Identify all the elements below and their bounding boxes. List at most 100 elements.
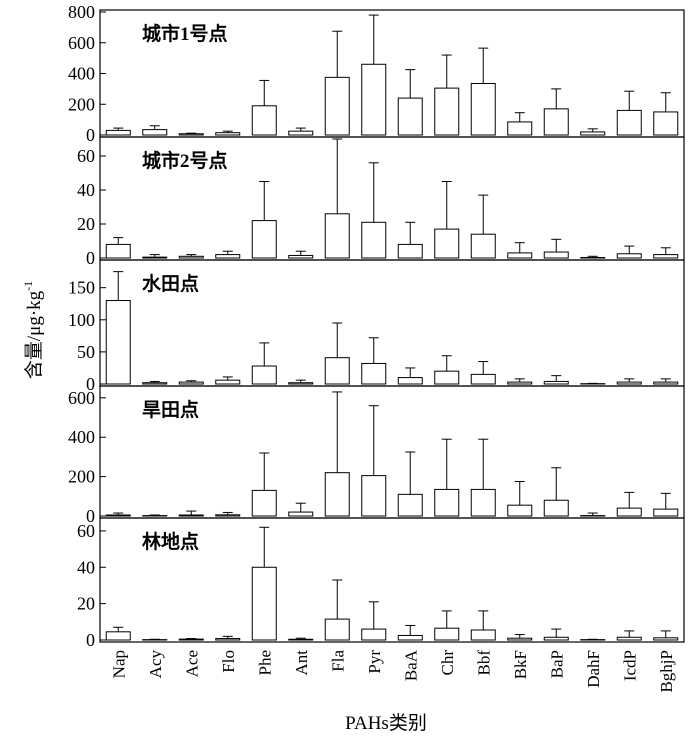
bar-Pyr bbox=[361, 221, 387, 259]
bar-BaA bbox=[397, 634, 423, 641]
bar-Nap bbox=[105, 514, 131, 517]
bar-Pyr bbox=[361, 362, 387, 385]
bar-Ace bbox=[178, 638, 204, 641]
x-tick-label: Chr bbox=[438, 650, 457, 676]
y-axis-label-main: 含量/μg·kg bbox=[23, 290, 45, 379]
x-tick-label: Acy bbox=[146, 650, 165, 679]
y-tick-label: 60 bbox=[77, 146, 95, 166]
bar-Nap bbox=[105, 129, 131, 136]
bar-BaA bbox=[397, 377, 423, 385]
panel-title: 林地点 bbox=[142, 530, 199, 553]
bar-BaP bbox=[543, 636, 569, 641]
bar-BaA bbox=[397, 243, 423, 259]
y-tick-label: 0 bbox=[86, 630, 95, 650]
panel-frame bbox=[99, 517, 685, 643]
x-tick-label: Phe bbox=[255, 650, 274, 676]
bar-DahF bbox=[580, 131, 606, 136]
bar-Phe bbox=[251, 365, 277, 385]
x-tick-label: BghjP bbox=[657, 650, 676, 693]
y-tick-label: 150 bbox=[68, 278, 95, 298]
bar-Fla bbox=[324, 76, 350, 136]
y-tick-label: 400 bbox=[68, 64, 95, 84]
bar-Pyr bbox=[361, 475, 387, 517]
bar-Ace bbox=[178, 381, 204, 385]
x-tick-labels: Nap Acy Ace Flo Phe Ant Fla Pyr BaA Chr Bbf BkF BaP D… bbox=[109, 649, 676, 692]
panel-title: 水田点 bbox=[142, 273, 199, 295]
y-tick-label: 600 bbox=[68, 33, 95, 53]
bar-Flo bbox=[215, 132, 241, 136]
bar-Ace bbox=[178, 514, 204, 517]
y-tick-label: 200 bbox=[68, 467, 95, 487]
y-tick-label: 60 bbox=[77, 521, 95, 541]
bar-Phe bbox=[251, 566, 277, 641]
bar-Chr bbox=[434, 488, 460, 517]
bar-IcdP bbox=[616, 636, 642, 641]
bar-BghjP bbox=[653, 111, 679, 136]
bar-Fla bbox=[324, 357, 350, 385]
y-tick-label: 0 bbox=[86, 248, 95, 268]
y-tick-label: 600 bbox=[68, 388, 95, 408]
bar-BghjP bbox=[653, 381, 679, 385]
bar-IcdP bbox=[616, 253, 642, 259]
x-tick-label: Fla bbox=[328, 650, 347, 672]
panel-4: 0 200 400 600 旱田点 bbox=[68, 385, 685, 526]
x-tick-label: Nap bbox=[109, 650, 128, 678]
bar-Bbf bbox=[470, 82, 496, 136]
bar-Pyr bbox=[361, 63, 387, 136]
bar-BkF bbox=[507, 121, 533, 136]
bar-Chr bbox=[434, 627, 460, 641]
bar-BaP bbox=[543, 251, 569, 259]
y-axis-label-sup: -1 bbox=[21, 281, 35, 291]
bar-Flo bbox=[215, 638, 241, 641]
bar-Acy bbox=[142, 129, 168, 136]
bar-DahF bbox=[580, 256, 606, 259]
y-tick-label: 0 bbox=[86, 374, 95, 394]
bar-Bbf bbox=[470, 373, 496, 385]
bar-Nap bbox=[105, 631, 131, 641]
x-tick-label: Pyr bbox=[365, 650, 384, 674]
bar-BghjP bbox=[653, 254, 679, 259]
bar-Acy bbox=[142, 382, 168, 385]
bar-BghjP bbox=[653, 637, 679, 641]
bar-Bbf bbox=[470, 233, 496, 259]
panel-2: 0 20 40 60 城市2号点 bbox=[77, 136, 685, 268]
bar-Ant bbox=[288, 638, 314, 641]
panel-title: 城市1号点 bbox=[142, 22, 228, 45]
bar-IcdP bbox=[616, 109, 642, 136]
bar-Pyr bbox=[361, 628, 387, 641]
x-tick-label: BaA bbox=[401, 649, 420, 681]
x-tick-label: DahF bbox=[584, 650, 603, 688]
x-tick-label: Ace bbox=[182, 650, 201, 677]
bar-BkF bbox=[507, 504, 533, 517]
bar-BaP bbox=[543, 499, 569, 517]
bar-BaP bbox=[543, 108, 569, 136]
x-tick-label: BkF bbox=[511, 650, 530, 679]
y-tick-label: 40 bbox=[77, 180, 95, 200]
bar-Chr bbox=[434, 87, 460, 136]
x-tick-label: IcdP bbox=[620, 650, 639, 681]
bar-Phe bbox=[251, 489, 277, 517]
bar-Flo bbox=[215, 379, 241, 385]
bar-Flo bbox=[215, 254, 241, 259]
bar-Flo bbox=[215, 514, 241, 517]
y-tick-label: 50 bbox=[77, 342, 95, 362]
bar-BkF bbox=[507, 252, 533, 259]
bar-Acy bbox=[142, 256, 168, 259]
x-tick-label: Ant bbox=[292, 650, 311, 676]
bar-BaA bbox=[397, 493, 423, 517]
y-axis-label: 含量/μg·kg-1 bbox=[21, 281, 45, 379]
x-axis-label: PAHs类别 bbox=[345, 712, 427, 734]
bar-Bbf bbox=[470, 488, 496, 517]
bar-BghjP bbox=[653, 508, 679, 517]
bar-Phe bbox=[251, 105, 277, 136]
panel-1: 0 200 400 600 800 城市1号点 bbox=[68, 2, 685, 145]
x-tick-label: Bbf bbox=[474, 650, 493, 676]
bar-Ant bbox=[288, 254, 314, 259]
bar-Fla bbox=[324, 618, 350, 641]
bar-IcdP bbox=[616, 381, 642, 385]
bar-Nap bbox=[105, 243, 131, 259]
y-tick-label: 200 bbox=[68, 94, 95, 114]
y-tick-label: 40 bbox=[77, 557, 95, 577]
